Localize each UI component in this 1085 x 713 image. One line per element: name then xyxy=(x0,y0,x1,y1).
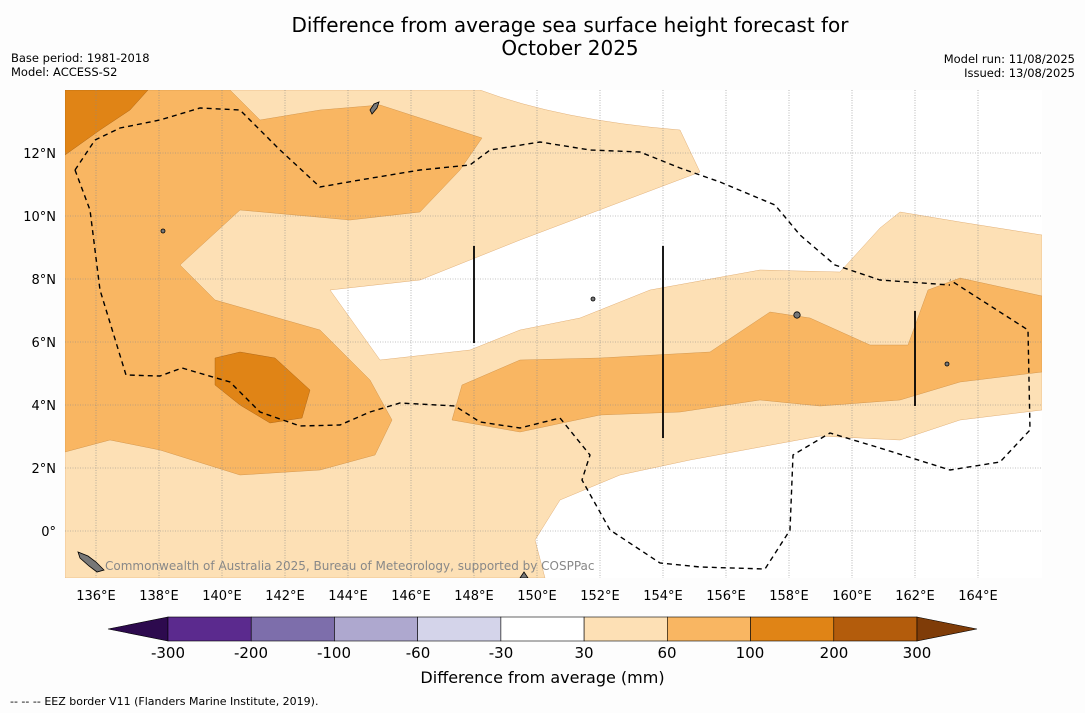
maritime-boundaries xyxy=(473,246,916,438)
map-area: Commonwealth of Australia 2025, Bureau o… xyxy=(65,90,1042,578)
model-run-info: Model run: 11/08/2025 Issued: 13/08/2025 xyxy=(944,52,1075,80)
colorbar-tick-label: 30 xyxy=(574,644,593,662)
colorbar-bin xyxy=(500,616,585,642)
colorbar-tick-label: 300 xyxy=(903,644,932,662)
issued-text: Issued: 13/08/2025 xyxy=(964,66,1075,80)
colorbar-bin xyxy=(250,616,335,642)
lon-label: 140°E xyxy=(202,589,242,604)
base-period-text: Base period: 1981-2018 xyxy=(11,51,150,65)
eez-border-fsm xyxy=(74,107,951,286)
colorbar-tick-label: -30 xyxy=(489,644,514,662)
base-period-info: Base period: 1981-2018 Model: ACCESS-S2 xyxy=(11,51,150,79)
lon-label: 156°E xyxy=(706,589,746,604)
title-line-1: Difference from average sea surface heig… xyxy=(291,13,849,37)
lat-label: 4°N xyxy=(32,399,57,414)
lon-label: 164°E xyxy=(958,589,998,604)
colorbar-bins xyxy=(167,616,918,642)
colorbar-tick-label: 200 xyxy=(820,644,849,662)
colorbar-tick-label: -100 xyxy=(317,644,351,662)
lon-label: 148°E xyxy=(454,589,494,604)
lat-label: 10°N xyxy=(23,210,56,225)
colorbar-extend-low xyxy=(107,616,169,642)
eez-legend-text: EEZ border V11 (Flanders Marine Institut… xyxy=(44,695,319,708)
lon-axis-labels: 136°E 138°E 140°E 142°E 144°E 146°E 148°… xyxy=(76,589,998,604)
colorbar-tick-label: -200 xyxy=(234,644,268,662)
lon-label: 142°E xyxy=(265,589,305,604)
colorbar-bin xyxy=(583,616,668,642)
lat-label: 6°N xyxy=(32,336,57,351)
lon-label: 146°E xyxy=(391,589,431,604)
eez-borders xyxy=(74,107,1031,570)
colorbar-title: Difference from average (mm) xyxy=(420,668,665,687)
lat-grid xyxy=(65,152,1042,532)
colorbar-tick-label: 60 xyxy=(657,644,676,662)
lon-label: 150°E xyxy=(517,589,557,604)
contour-60-100-east xyxy=(451,277,1042,433)
eez-legend-symbol: -- -- -- xyxy=(10,695,41,708)
colorbar-bin xyxy=(417,616,502,642)
island-png-coast-2 xyxy=(519,571,529,578)
model-run-text: Model run: 11/08/2025 xyxy=(943,52,1075,66)
colorbar: -300 -200 -100 -60 -30 30 60 100 200 300 xyxy=(107,616,978,662)
island-small-1 xyxy=(160,228,166,234)
colorbar-bin xyxy=(167,616,252,642)
island-chuuk xyxy=(793,311,801,319)
lon-label: 138°E xyxy=(139,589,179,604)
island-png-coast xyxy=(77,551,105,573)
colorbar-bin xyxy=(833,616,918,642)
lon-label: 136°E xyxy=(76,589,116,604)
colorbar-bin xyxy=(667,616,751,642)
colorbar-bin xyxy=(750,616,835,642)
lon-label: 158°E xyxy=(769,589,809,604)
island-guam xyxy=(369,101,380,115)
lat-label: 12°N xyxy=(23,147,56,162)
colorbar-tick-label: -60 xyxy=(406,644,431,662)
islands xyxy=(77,101,950,578)
colorbar-tick-label: -300 xyxy=(151,644,185,662)
contour-100-200-west xyxy=(214,351,311,424)
colorbar-bin xyxy=(334,616,418,642)
lat-label: 2°N xyxy=(32,462,57,477)
title-line-2: October 2025 xyxy=(501,36,639,60)
lon-label: 154°E xyxy=(643,589,683,604)
lat-axis-labels: 12°N 10°N 8°N 6°N 4°N 2°N 0° xyxy=(23,147,56,540)
colorbar-extend-high xyxy=(916,616,978,642)
lon-label: 152°E xyxy=(580,589,620,604)
island-small-3 xyxy=(590,296,596,302)
lat-label: 0° xyxy=(41,525,56,540)
lon-label: 144°E xyxy=(328,589,368,604)
colorbar-tick-labels: -300 -200 -100 -60 -30 30 60 100 200 300 xyxy=(151,644,931,662)
map-credit: Commonwealth of Australia 2025, Bureau o… xyxy=(105,559,595,573)
lon-label: 160°E xyxy=(832,589,872,604)
lat-label: 8°N xyxy=(32,273,57,288)
footer-note: -- -- -- EEZ border V11 (Flanders Marine… xyxy=(10,695,318,708)
island-small-2 xyxy=(944,361,950,367)
chart-title: Difference from average sea surface heig… xyxy=(200,14,940,60)
model-text: Model: ACCESS-S2 xyxy=(11,65,118,79)
colorbar-tick-label: 100 xyxy=(736,644,765,662)
lon-label: 162°E xyxy=(895,589,935,604)
contour-100-200-nw xyxy=(65,90,149,156)
contour-60-100 xyxy=(65,90,483,476)
